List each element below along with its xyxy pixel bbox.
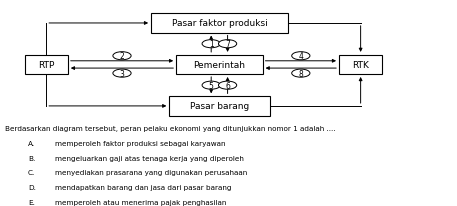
Text: A.: A. [28, 141, 35, 147]
Text: RTP: RTP [38, 61, 54, 70]
Circle shape [292, 53, 310, 61]
Circle shape [113, 53, 131, 61]
Text: 5: 5 [209, 81, 213, 90]
Text: D.: D. [28, 184, 36, 190]
Text: Berdasarkan diagram tersebut, peran pelaku ekonomi yang ditunjukkan nomor 1 adal: Berdasarkan diagram tersebut, peran pela… [5, 125, 336, 131]
Circle shape [113, 70, 131, 78]
FancyBboxPatch shape [25, 56, 68, 75]
Text: menyediakan prasarana yang digunakan perusahaan: menyediakan prasarana yang digunakan per… [55, 170, 248, 176]
Text: Pasar faktor produksi: Pasar faktor produksi [171, 19, 267, 28]
Circle shape [202, 40, 220, 48]
Text: B.: B. [28, 155, 35, 161]
FancyBboxPatch shape [169, 97, 270, 116]
Text: E.: E. [28, 199, 35, 205]
Circle shape [218, 40, 237, 48]
Text: 8: 8 [298, 69, 303, 78]
Text: 2: 2 [120, 52, 124, 61]
Text: memperoleh faktor produksi sebagai karyawan: memperoleh faktor produksi sebagai karya… [55, 141, 226, 147]
Text: RTK: RTK [352, 61, 369, 70]
FancyBboxPatch shape [176, 56, 263, 75]
Circle shape [202, 82, 220, 90]
Text: memperoleh atau menerima pajak penghasilan: memperoleh atau menerima pajak penghasil… [55, 199, 227, 205]
Text: 7: 7 [225, 40, 230, 49]
FancyBboxPatch shape [151, 14, 288, 33]
FancyBboxPatch shape [339, 56, 382, 75]
Text: Pasar barang: Pasar barang [190, 102, 249, 111]
Text: 4: 4 [298, 52, 303, 61]
Text: 1: 1 [209, 40, 213, 49]
Text: mengeluarkan gaji atas tenaga kerja yang diperoleh: mengeluarkan gaji atas tenaga kerja yang… [55, 155, 244, 161]
Text: mendapatkan barang dan jasa dari pasar barang: mendapatkan barang dan jasa dari pasar b… [55, 184, 232, 190]
Text: Pemerintah: Pemerintah [193, 61, 245, 70]
Text: 6: 6 [225, 81, 230, 90]
Circle shape [292, 70, 310, 78]
Circle shape [218, 82, 237, 90]
Text: 3: 3 [120, 69, 124, 78]
Text: C.: C. [28, 170, 35, 176]
